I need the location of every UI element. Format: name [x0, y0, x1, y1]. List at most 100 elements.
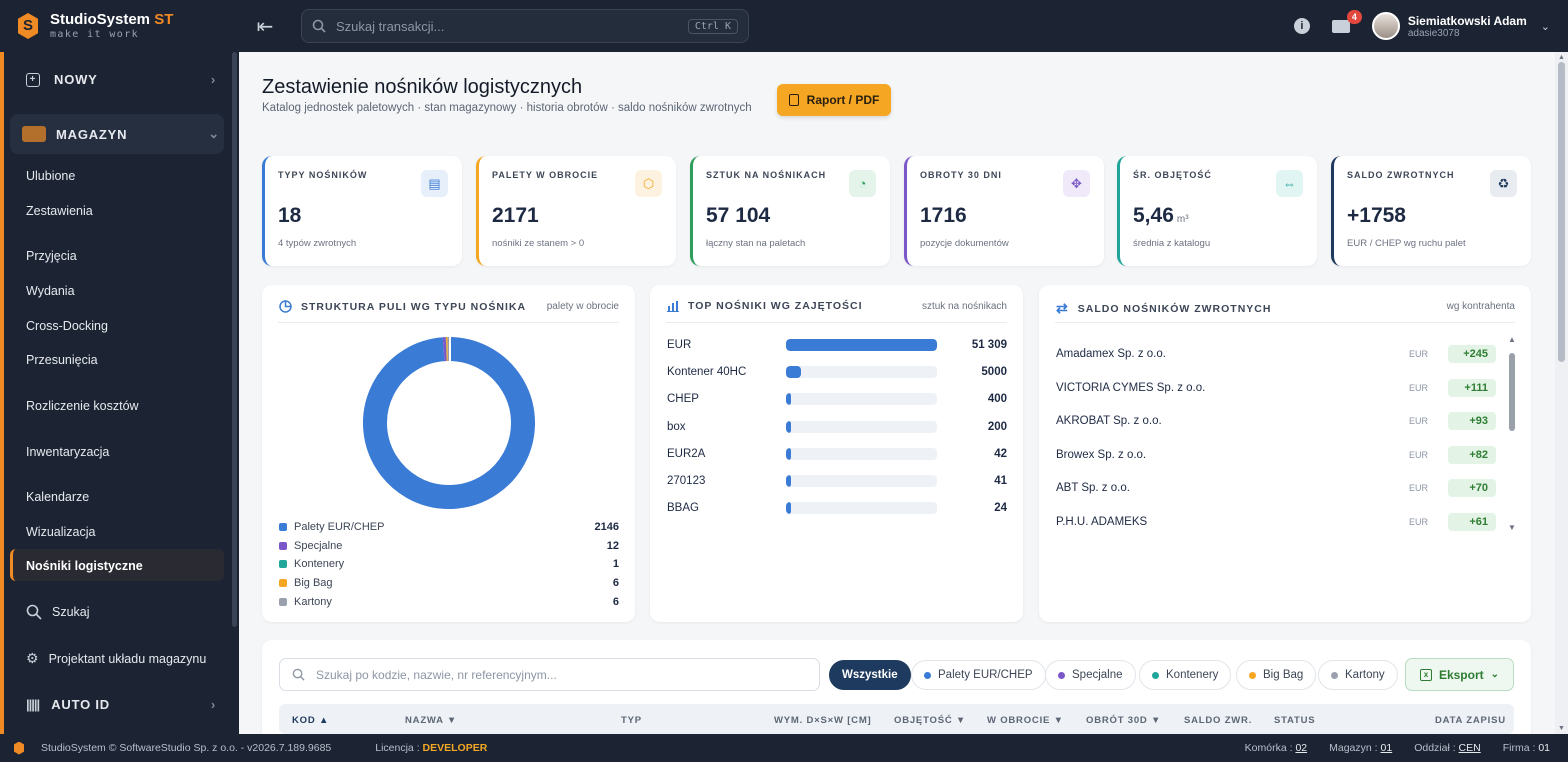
chip-dot: [1058, 671, 1065, 679]
sidebar-item-label: Wizualizacja: [26, 525, 96, 539]
user-menu[interactable]: Siemiatkowski Adam adasie3078 ⌄: [1371, 12, 1550, 40]
recycle-icon: ♻: [1490, 170, 1517, 197]
footer-oddzial: Oddział : CEN: [1414, 742, 1481, 754]
divider: [278, 322, 619, 323]
column-typ[interactable]: TYP: [621, 715, 642, 726]
sidebar-scrollbar[interactable]: [232, 52, 237, 627]
sidebar-item-projektant[interactable]: ⚙ Projektant układu magazynu: [26, 650, 216, 667]
sidebar-item-kalendarze[interactable]: Kalendarze: [26, 490, 216, 504]
scroll-thumb[interactable]: [1509, 353, 1515, 431]
sidebar-item-zestawienia[interactable]: Zestawienia: [26, 204, 216, 218]
legend-swatch: [279, 597, 287, 606]
column-objetosc[interactable]: OBJĘTOŚĆ ▼: [894, 715, 967, 726]
sidebar-item-rozliczenie[interactable]: Rozliczenie kosztów: [26, 399, 216, 413]
bar-fill: [786, 393, 792, 406]
carrier-search-input[interactable]: Szukaj po kodzie, nazwie, nr referencyjn…: [279, 658, 820, 691]
divider: [666, 322, 1007, 323]
kpi-card-obroty: OBROTY 30 DNI ✥ 1716 pozycje dokumentów: [904, 156, 1104, 266]
structure-title: STRUKTURA PULI WG TYPU NOŚNIKA: [279, 300, 526, 313]
saldo-row[interactable]: ABT Sp. z o.o. EUR +70: [1056, 479, 1496, 498]
saldo-row[interactable]: P.H.U. ADAMEKS EUR +61: [1056, 513, 1496, 531]
bar-label: EUR2A: [667, 447, 706, 460]
kpi-value: 18: [278, 204, 462, 228]
chip-dot: [924, 671, 931, 679]
menu-collapse-icon[interactable]: ⇤: [256, 15, 274, 38]
brand-suffix: ST: [154, 11, 174, 28]
mail-icon[interactable]: 4: [1331, 9, 1362, 33]
saldo-row[interactable]: VICTORIA CYMES Sp. z o.o. EUR +111: [1056, 378, 1496, 397]
filter-chip-specjalne[interactable]: Specjalne: [1045, 660, 1136, 690]
bar-value: 51 309: [971, 339, 1007, 351]
chevron-down-icon: ⌄: [1490, 669, 1500, 680]
truck-icon: ▤: [421, 170, 448, 197]
saldo-title: ⇄ SALDO NOŚNIKÓW ZWROTNYCH: [1056, 300, 1271, 317]
scroll-up-icon[interactable]: ▲: [1508, 335, 1516, 344]
firma-value: 01: [1538, 742, 1550, 754]
transaction-search[interactable]: Szukaj transakcji... Ctrl K: [301, 9, 749, 43]
bar-chart-icon: [667, 301, 679, 312]
kpi-label: SZTUK NA NOŚNIKACH: [706, 170, 827, 180]
scroll-down-icon[interactable]: ▼: [1508, 523, 1516, 532]
filter-chip-bigbag[interactable]: Big Bag: [1236, 660, 1317, 690]
filter-chip-kontenery[interactable]: Kontenery: [1139, 660, 1232, 690]
legend-value: 6: [612, 577, 619, 590]
footer-firma: Firma : 01: [1503, 742, 1550, 754]
chip-label: Specjalne: [1072, 669, 1123, 681]
sidebar-magazyn-row[interactable]: MAGAZYN ⌄: [22, 126, 219, 142]
structure-note: palety w obrocie: [546, 301, 619, 312]
column-nazwa[interactable]: NAZWA ▼: [405, 715, 458, 726]
export-button[interactable]: x Eksport ⌄: [1405, 658, 1514, 691]
saldo-name: Amadamex Sp. z o.o.: [1056, 348, 1166, 360]
column-data[interactable]: DATA ZAPISU: [1435, 715, 1506, 726]
sidebar-item-przesuniecia[interactable]: Przesunięcia: [26, 353, 216, 367]
sidebar-nowy[interactable]: + NOWY ›: [26, 72, 216, 87]
legend-item: Kartony 6: [279, 596, 619, 608]
column-saldo[interactable]: SALDO ZWR.: [1184, 715, 1253, 726]
saldo-row[interactable]: AKROBAT Sp. z o.o. EUR +93: [1056, 412, 1496, 431]
magazyn-value[interactable]: 01: [1380, 742, 1393, 754]
table-header: KOD ▲ NAZWA ▼ TYP WYM. D×S×W [CM] OBJĘTO…: [279, 704, 1514, 734]
sidebar-item-przyjecia[interactable]: Przyjęcia: [26, 249, 216, 263]
sidebar-item-wydania[interactable]: Wydania: [26, 284, 216, 298]
sidebar-autoid[interactable]: ||||| AUTO ID ›: [26, 697, 216, 712]
sidebar-item-ulubione[interactable]: Ulubione: [26, 169, 216, 183]
oddzial-value[interactable]: CEN: [1458, 742, 1481, 754]
saldo-value: +93: [1448, 412, 1496, 431]
legend-value: 2146: [594, 521, 619, 533]
column-wymiary[interactable]: WYM. D×S×W [CM]: [774, 715, 872, 726]
komorka-value[interactable]: 02: [1295, 742, 1308, 754]
pie-chart-icon: ◔: [849, 170, 876, 197]
report-pdf-button[interactable]: Raport / PDF: [777, 84, 891, 116]
sidebar: + NOWY › MAGAZYN ⌄ Ulubione Zestawienia …: [0, 52, 239, 734]
filter-chip-kartony[interactable]: Kartony: [1318, 660, 1398, 690]
sidebar-item-inwentaryzacja[interactable]: Inwentaryzacja: [26, 445, 216, 459]
kpi-sub: EUR / CHEP wg ruchu palet: [1347, 238, 1466, 249]
scroll-down-icon[interactable]: ▼: [1558, 725, 1565, 732]
sidebar-item-szukaj[interactable]: Szukaj: [26, 604, 216, 620]
sidebar-item-wizualizacja[interactable]: Wizualizacja: [26, 525, 216, 539]
saldo-currency: EUR: [1408, 517, 1428, 527]
top-note: sztuk na nośnikach: [921, 301, 1007, 312]
bar-row: Kontener 40HC 5000: [667, 366, 1007, 379]
column-status[interactable]: STATUS: [1274, 715, 1316, 726]
info-icon[interactable]: i: [1293, 18, 1310, 34]
saldo-scrollbar[interactable]: ▲ ▼: [1508, 335, 1516, 543]
sidebar-item-nosniki[interactable]: Nośniki logistyczne: [26, 559, 216, 573]
column-w-obrocie[interactable]: W OBROCIE ▼: [987, 715, 1064, 726]
main-scrollbar[interactable]: ▲ ▼: [1555, 52, 1568, 734]
column-kod[interactable]: KOD ▲: [292, 715, 330, 726]
main-scroll-thumb[interactable]: [1558, 62, 1565, 362]
scroll-up-icon[interactable]: ▲: [1558, 54, 1565, 61]
bar-value: 24: [994, 502, 1007, 515]
saldo-row[interactable]: Amadamex Sp. z o.o. EUR +245: [1056, 345, 1496, 363]
kpi-sub: łączny stan na paletach: [706, 238, 806, 249]
kpi-number: 18: [278, 204, 302, 227]
mail-badge: 4: [1346, 9, 1362, 24]
saldo-row[interactable]: Browex Sp. z o.o. EUR +82: [1056, 445, 1496, 464]
column-obrot-30d[interactable]: OBRÓT 30D ▼: [1086, 715, 1162, 726]
app-logo[interactable]: StudioSystem ST make it work: [0, 0, 239, 52]
filter-chip-eur[interactable]: Palety EUR/CHEP: [911, 660, 1046, 690]
filter-chip-all[interactable]: Wszystkie: [829, 660, 911, 690]
top-title-label: TOP NOŚNIKI WG ZAJĘTOŚCI: [688, 300, 863, 312]
sidebar-item-cross-docking[interactable]: Cross-Docking: [26, 319, 216, 333]
